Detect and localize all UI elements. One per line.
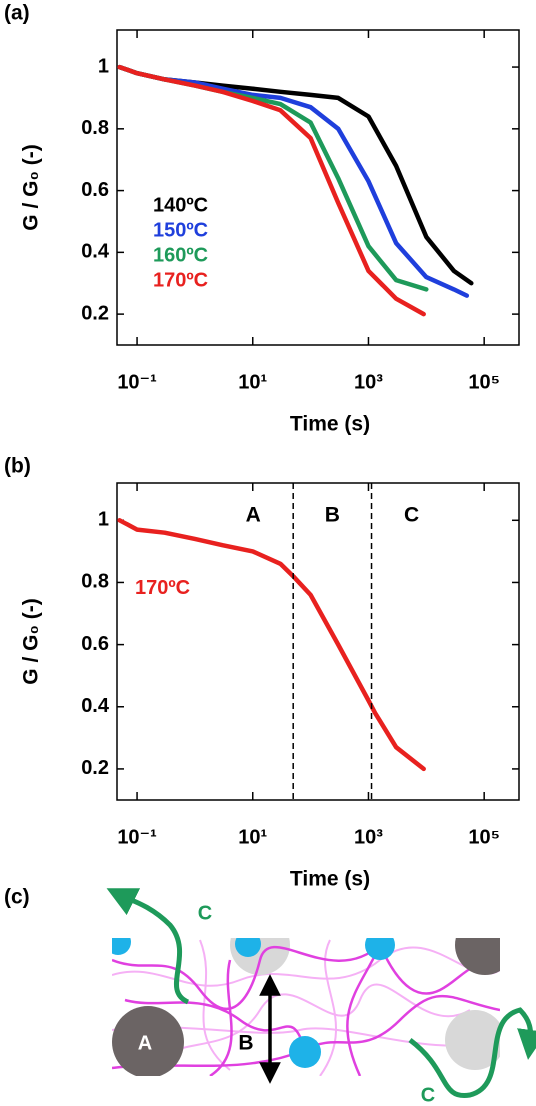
x-tick-label: 10⁵	[468, 371, 500, 393]
x-tick-label: 10¹	[238, 826, 267, 848]
plot-frame	[116, 29, 520, 346]
x-axis-label: Time (s)	[290, 868, 370, 891]
legend-label: 140ºC	[153, 194, 208, 216]
region-label: B	[325, 504, 340, 527]
label: C	[198, 902, 212, 924]
x-tick-label: 10⁻¹	[117, 371, 157, 393]
arrow-c	[106, 888, 190, 1005]
y-tick-label: 0.2	[81, 757, 109, 779]
y-tick-label: 1	[98, 55, 109, 77]
x-tick-label: 10⁵	[468, 826, 500, 848]
panel-label: (b)	[4, 455, 31, 478]
x-tick-label: 10³	[354, 371, 383, 393]
arrow-c	[408, 1007, 536, 1099]
plot-frame	[116, 482, 520, 801]
x-axis-label: Time (s)	[290, 413, 370, 436]
region-label: A	[246, 504, 261, 527]
legend-label: 160ºC	[153, 244, 208, 266]
region-label: C	[404, 504, 419, 527]
x-tick-label: 10⁻¹	[117, 826, 157, 848]
annotation: 170ºC	[135, 577, 190, 599]
y-axis-label: G / G₀ (-)	[20, 598, 43, 684]
network	[112, 938, 500, 1076]
legend-label: 170ºC	[153, 269, 208, 291]
y-tick-label: 0.4	[81, 695, 110, 717]
diagram: (c) C A B C	[4, 886, 536, 1106]
y-tick-label: 0.8	[81, 117, 109, 139]
label: C	[421, 1084, 435, 1106]
label: B	[238, 1032, 253, 1055]
y-tick-label: 0.2	[81, 302, 109, 324]
x-tick-label: 10¹	[238, 371, 267, 393]
arrow-b	[259, 974, 281, 1084]
panel-label: (a)	[4, 2, 30, 25]
y-tick-label: 0.8	[81, 571, 109, 593]
x-tick-label: 10³	[354, 826, 383, 848]
y-tick-label: 1	[98, 509, 109, 531]
data-line	[117, 518, 426, 772]
y-tick-label: 0.6	[81, 633, 109, 655]
label: A	[138, 1032, 152, 1054]
data-line	[117, 64, 426, 317]
legend-label: 150ºC	[153, 219, 208, 241]
panel-label: (c)	[4, 886, 30, 909]
y-tick-label: 0.4	[81, 241, 110, 263]
y-axis-label: G / G₀ (-)	[20, 144, 43, 230]
y-tick-label: 0.6	[81, 179, 109, 201]
